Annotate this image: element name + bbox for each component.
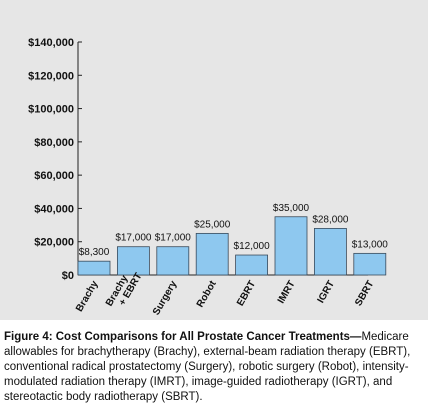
- y-tick-label: $120,000: [28, 70, 74, 82]
- data-label: $25,000: [194, 219, 231, 230]
- data-label: $12,000: [234, 241, 271, 252]
- data-label: $17,000: [115, 233, 152, 244]
- category-label: SBRT: [353, 279, 376, 308]
- bar: [313, 227, 347, 276]
- bar: [77, 260, 111, 276]
- data-label: $17,000: [155, 233, 192, 244]
- category-label: EBRT: [235, 279, 258, 308]
- bar: [195, 232, 229, 276]
- category-label: Robot: [195, 278, 219, 309]
- y-tick-label: $60,000: [34, 170, 74, 182]
- caption-body: Medicare allowables for brachytherapy (B…: [4, 331, 411, 403]
- category-label: IMRT: [276, 279, 298, 306]
- caption-title: Figure 4: Cost Comparisons for All Prost…: [4, 331, 362, 343]
- data-label: $28,000: [312, 214, 349, 225]
- y-tick-label: $140,000: [28, 37, 74, 49]
- category-label: Brachy: [74, 279, 101, 314]
- category-label: Surgery: [151, 279, 180, 318]
- data-label: $8,300: [79, 247, 110, 258]
- y-tick-label: $80,000: [34, 137, 74, 149]
- bar: [117, 246, 150, 276]
- bar-chart: $0 $20,000 $40,000 $60,000 $80,000 $100,000 $1…: [28, 37, 389, 318]
- y-tick-label: $100,000: [28, 104, 74, 116]
- bar: [274, 216, 308, 276]
- category-label: IGRT: [316, 279, 337, 305]
- bar: [353, 252, 387, 276]
- y-tick-label: $20,000: [34, 237, 74, 249]
- bar: [156, 246, 190, 276]
- chart-panel: $0 $20,000 $40,000 $60,000 $80,000 $100,000 $1…: [0, 0, 428, 320]
- data-label: $13,000: [352, 239, 389, 250]
- y-tick-label: $0: [62, 270, 74, 282]
- y-tick-label: $40,000: [34, 203, 74, 215]
- figure-caption: Figure 4: Cost Comparisons for All Prost…: [4, 330, 424, 405]
- data-label: $35,000: [273, 203, 310, 214]
- bar: [235, 254, 269, 276]
